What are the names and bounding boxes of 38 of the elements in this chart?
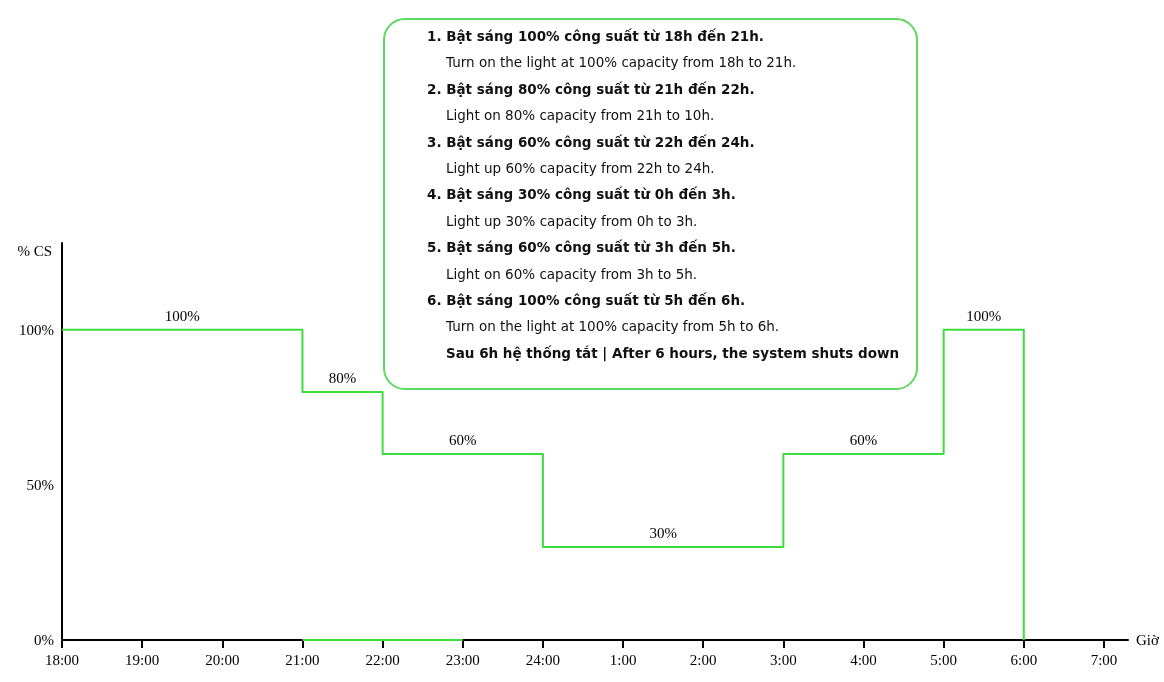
x-axis-title: Giờ xyxy=(1136,632,1160,648)
annotation: 80% xyxy=(328,370,357,387)
text: Light up 30% capacity from 0h to 3h. xyxy=(446,212,698,229)
text: 3. Bật sáng 60% công suất từ 22h đến 24h. xyxy=(427,133,755,150)
annotation: 100% xyxy=(966,308,1002,325)
y-tick-label: 50% xyxy=(26,476,54,493)
annotation: 60% xyxy=(449,432,477,449)
text: 1. Bật sáng 100% công suất từ 18h đến 21h. xyxy=(427,28,764,44)
x-tick-label: 2:00 xyxy=(689,651,717,668)
annotation: Sau 6h hệ thống tắt | After 6 hours, the system shuts down xyxy=(446,343,900,364)
y-axis-title: % CS xyxy=(17,242,52,259)
x-tick-label: 4:00 xyxy=(850,651,877,668)
text: Turn on the light at 100% capacity from 18h to 21h. xyxy=(446,54,797,71)
text: 2. Bật sáng 80% công suất từ 21h đến 22h. xyxy=(427,80,755,97)
annotation: 5. Bật sáng 60% công suất từ 3h đến 5h. xyxy=(427,238,736,258)
x-tick-label: 24:00 xyxy=(525,651,560,668)
text: Light on 80% capacity from 21h to 10h. xyxy=(446,107,715,124)
y-tick-label: 100% xyxy=(19,321,54,338)
x-tick-label: 21:00 xyxy=(285,651,320,668)
annotation: 60% xyxy=(849,432,878,449)
x-tick-label: 5:00 xyxy=(930,651,957,668)
x-tick-label: 1:00 xyxy=(609,651,637,668)
annotation: 6. Bật sáng 100% công suất từ 5h đến 6h. xyxy=(427,291,746,310)
x-tick-label: 19:00 xyxy=(125,651,160,668)
x-tick-label: 23:00 xyxy=(445,651,480,668)
text: 4. Bật sáng 30% công suất từ 0h đến 3h. xyxy=(427,186,736,203)
x-tick-label: 6:00 xyxy=(1010,651,1038,668)
x-tick-label: 20:00 xyxy=(205,651,240,668)
x-tick-label: 7:00 xyxy=(1090,651,1118,668)
annotation: Light on 60% capacity from 3h to 5h. xyxy=(446,264,698,284)
y-tick-label: 0% xyxy=(34,632,54,648)
x-tick-label: 3:00 xyxy=(770,651,797,668)
text: Light up 60% capacity from 22h to 24h. xyxy=(446,160,715,176)
annotation: Turn on the light at 100% capacity from 5h to 6h. xyxy=(446,317,780,337)
x-tick-label: 22:00 xyxy=(365,651,400,668)
annotation: 100% xyxy=(164,308,200,325)
x-tick-label: 18:00 xyxy=(44,651,80,668)
annotation: 30% xyxy=(649,525,677,542)
